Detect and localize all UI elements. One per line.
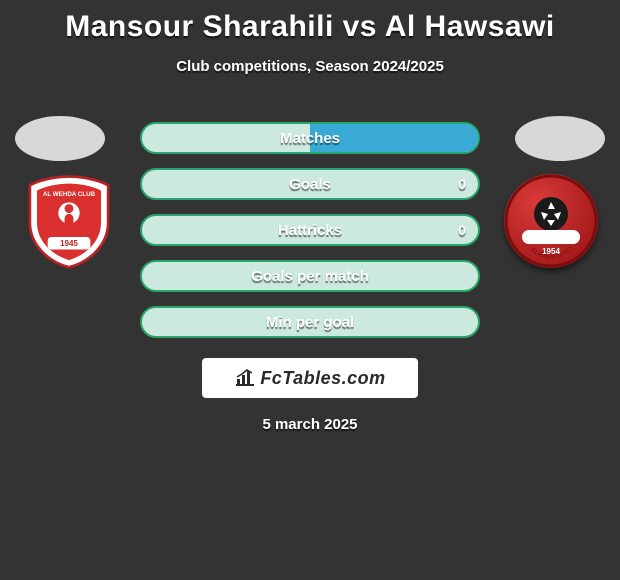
brand-text: FcTables.com bbox=[260, 368, 385, 389]
subtitle: Club competitions, Season 2024/2025 bbox=[0, 58, 620, 75]
page-title: Mansour Sharahili vs Al Hawsawi bbox=[0, 0, 620, 44]
stat-row-hattricks: Hattricks 0 bbox=[140, 214, 480, 246]
stat-right-value: 0 bbox=[458, 176, 466, 192]
brand-box[interactable]: FcTables.com bbox=[202, 358, 418, 398]
stat-label: Hattricks bbox=[278, 222, 342, 239]
al-wehda-logo-icon: AL WEHDA CLUB 1945 bbox=[24, 173, 114, 269]
stat-right-value: 0 bbox=[458, 222, 466, 238]
date-label: 5 march 2025 bbox=[0, 416, 620, 433]
stat-label: Goals bbox=[289, 176, 331, 193]
stat-label: Goals per match bbox=[251, 268, 369, 285]
al-raed-logo-icon: ALRAED S.FC 1954 bbox=[504, 174, 598, 268]
stat-row-goals-per-match: Goals per match bbox=[140, 260, 480, 292]
stat-row-matches: Matches 14 bbox=[140, 122, 480, 154]
player-avatar-left bbox=[15, 116, 105, 161]
club-left-year: 1945 bbox=[60, 239, 78, 248]
stat-row-min-per-goal: Min per goal bbox=[140, 306, 480, 338]
stat-label: Min per goal bbox=[266, 314, 354, 331]
club-badge-right: ALRAED S.FC 1954 bbox=[502, 172, 600, 270]
stat-label: Matches bbox=[280, 130, 340, 147]
club-right-year: 1954 bbox=[542, 247, 560, 256]
club-left-name: AL WEHDA CLUB bbox=[43, 191, 96, 198]
stats-container: Matches 14 Goals 0 Hattricks 0 Goals per… bbox=[140, 122, 480, 352]
stat-row-goals: Goals 0 bbox=[140, 168, 480, 200]
player-avatar-right bbox=[515, 116, 605, 161]
club-badge-left: AL WEHDA CLUB 1945 bbox=[20, 172, 118, 270]
bar-chart-icon bbox=[234, 369, 256, 387]
